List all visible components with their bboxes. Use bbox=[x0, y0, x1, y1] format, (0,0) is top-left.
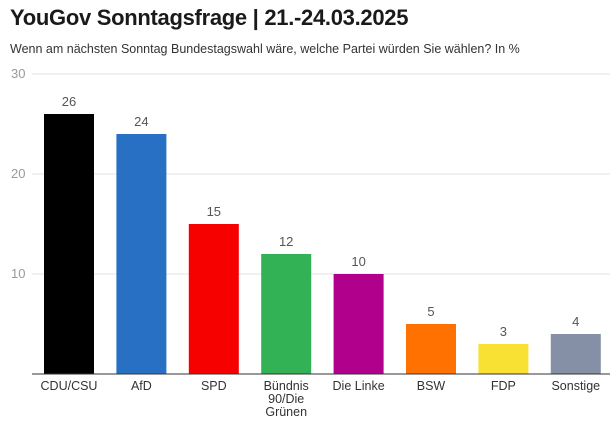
bar bbox=[406, 324, 456, 374]
bar bbox=[261, 254, 312, 374]
data-label: 4 bbox=[572, 314, 579, 329]
data-label: 15 bbox=[207, 204, 221, 219]
y-tick-label: 20 bbox=[11, 166, 25, 181]
data-label: 26 bbox=[62, 94, 76, 109]
x-tick-label: SPD bbox=[201, 379, 227, 393]
data-label: 24 bbox=[134, 114, 148, 129]
x-tick-label: FDP bbox=[491, 379, 516, 393]
x-tick-label: Sonstige bbox=[551, 379, 600, 393]
x-tick-label: CDU/CSU bbox=[41, 379, 98, 393]
x-tick-label: AfD bbox=[131, 379, 152, 393]
bar bbox=[116, 134, 167, 374]
bar bbox=[333, 274, 384, 374]
y-tick-label: 30 bbox=[11, 66, 25, 81]
data-label: 10 bbox=[351, 254, 365, 269]
bar bbox=[44, 114, 94, 374]
data-label: 5 bbox=[427, 304, 434, 319]
bar bbox=[188, 224, 239, 374]
bar bbox=[478, 344, 529, 374]
data-label: 12 bbox=[279, 234, 293, 249]
chart-title: YouGov Sonntagsfrage | 21.-24.03.2025 bbox=[10, 5, 409, 30]
x-tick-label: Bündnis 90/Die Grünen bbox=[264, 379, 309, 419]
data-label: 3 bbox=[500, 324, 507, 339]
y-tick-label: 10 bbox=[11, 266, 25, 281]
x-tick-label: Die Linke bbox=[333, 379, 385, 393]
bar bbox=[550, 334, 601, 374]
x-tick-label: BSW bbox=[417, 379, 446, 393]
chart-subtitle: Wenn am nächsten Sonntag Bundestagswahl … bbox=[10, 42, 520, 56]
